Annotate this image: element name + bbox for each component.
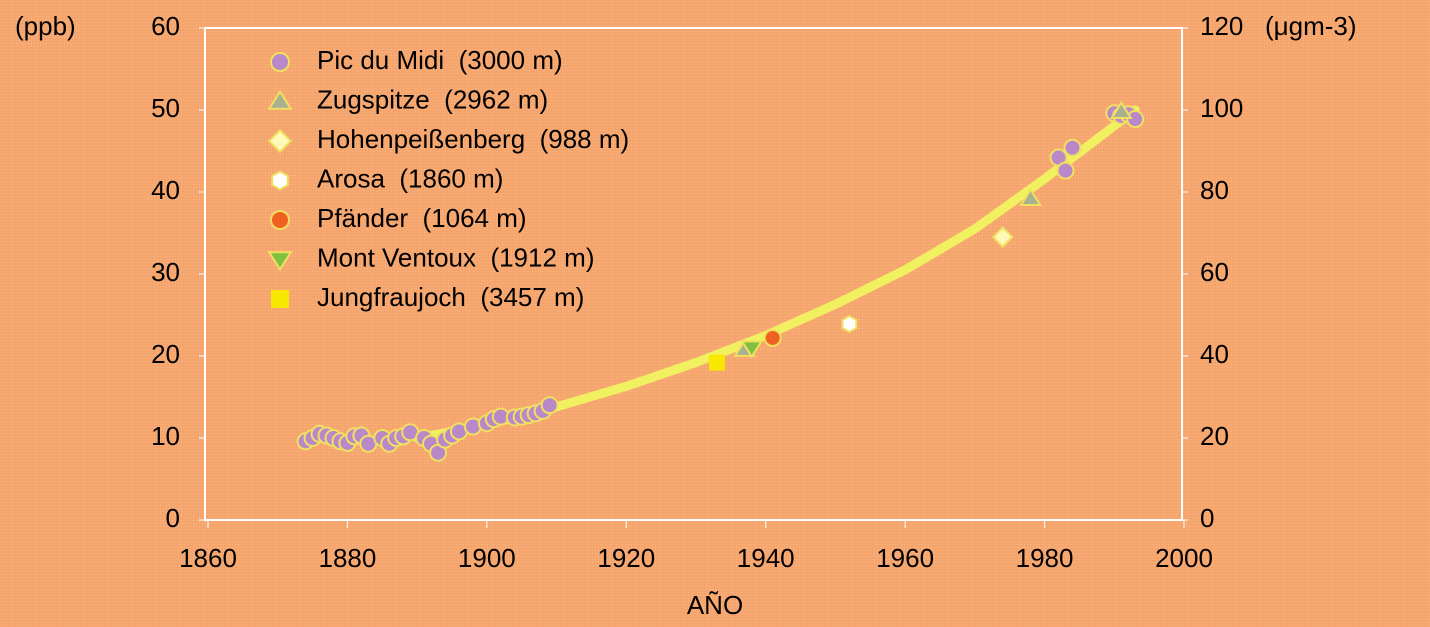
y-tick-label: 10 <box>151 421 180 451</box>
data-point <box>1019 187 1043 206</box>
x-tick-label: 2000 <box>1155 543 1213 573</box>
legend-label: Pfänder (1064 m) <box>317 203 527 233</box>
y-tick-label: 40 <box>151 175 180 205</box>
legend-marker <box>267 89 293 110</box>
legend-label: Mont Ventoux (1912 m) <box>317 242 594 272</box>
y-tick-label: 0 <box>166 503 180 533</box>
data-point <box>540 396 559 415</box>
y2-tick-label: 0 <box>1200 503 1214 533</box>
x-tick-label: 1900 <box>458 543 516 573</box>
data-point <box>740 340 764 359</box>
legend-label: Jungfraujoch (3457 m) <box>317 282 584 312</box>
x-axis-label: AÑO <box>687 590 743 620</box>
x-tick-label: 1920 <box>597 543 655 573</box>
legend-label: Hohenpeißenberg (988 m) <box>317 124 629 154</box>
legend-marker <box>271 170 289 191</box>
legend-marker <box>267 251 293 272</box>
x-tick-label: 1960 <box>876 543 934 573</box>
y2-tick-label: 40 <box>1200 339 1229 369</box>
legend-marker <box>271 290 289 308</box>
y2-tick-label: 60 <box>1200 257 1229 287</box>
data-point <box>763 328 782 347</box>
legend-label: Zugspitze (2962 m) <box>317 84 548 114</box>
data-point <box>1063 138 1082 157</box>
y-tick-label: 50 <box>151 93 180 123</box>
data-point <box>1056 161 1075 180</box>
y-tick-label: 20 <box>151 339 180 369</box>
data-point <box>991 226 1014 249</box>
y2-axis-label: (μgm-3) <box>1265 11 1357 41</box>
legend-label: Pic du Midi (3000 m) <box>317 45 563 75</box>
legend-marker <box>270 210 290 230</box>
x-tick-label: 1940 <box>737 543 795 573</box>
trend-line <box>412 105 1140 443</box>
y2-tick-label: 80 <box>1200 175 1229 205</box>
legend-marker <box>270 52 290 72</box>
data-point <box>1109 100 1133 120</box>
y2-tick-label: 100 <box>1200 93 1243 123</box>
y-tick-label: 30 <box>151 257 180 287</box>
x-tick-label: 1860 <box>179 543 237 573</box>
x-tick-label: 1880 <box>319 543 377 573</box>
y2-tick-label: 120 <box>1200 11 1243 41</box>
data-point <box>841 314 858 334</box>
data-point <box>708 354 725 371</box>
y-axis-label: (ppb) <box>15 11 76 41</box>
legend-marker <box>267 128 293 154</box>
legend-label: Arosa (1860 m) <box>317 163 503 193</box>
x-tick-label: 1980 <box>1016 543 1074 573</box>
y2-tick-label: 20 <box>1200 421 1229 451</box>
y-tick-label: 60 <box>151 11 180 41</box>
